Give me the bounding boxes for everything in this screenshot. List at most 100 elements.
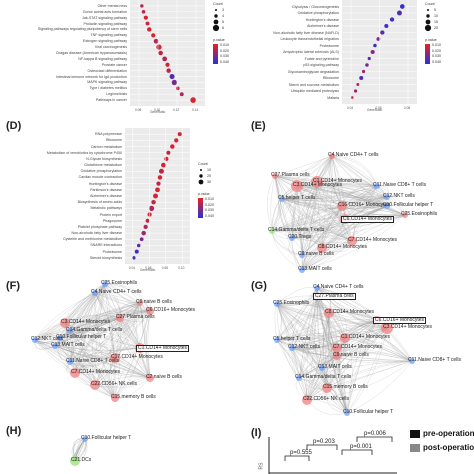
panel-b-dot <box>156 44 162 50</box>
network-edge <box>271 230 303 256</box>
network-node <box>311 176 323 188</box>
network-edge <box>276 303 300 379</box>
network-edge <box>69 317 121 333</box>
network-edge <box>59 310 151 339</box>
panel-d-dot <box>134 249 139 254</box>
panel-b-count-value: 5 <box>222 20 224 24</box>
panel-d-count-value: 10 <box>207 168 211 172</box>
network-edge <box>276 303 300 379</box>
panel-d-dot <box>170 144 175 149</box>
network-edge <box>276 303 338 349</box>
network-edge <box>321 196 388 249</box>
panel-b-term-label: Legionellosis <box>106 92 127 97</box>
panel-c-dot <box>396 10 402 16</box>
network-edge <box>281 198 303 256</box>
network-edge <box>346 319 378 414</box>
network-edge <box>59 302 141 339</box>
panel-d-term-label: Metabolic pathways <box>90 206 122 211</box>
network-node-label: C15.memory B cells <box>111 394 156 400</box>
panel-c-dot <box>380 30 385 35</box>
network-node <box>332 343 342 353</box>
network-edge <box>34 317 121 341</box>
panel-d-dot <box>157 175 163 180</box>
network-edge <box>274 175 293 239</box>
network-edge <box>331 155 378 187</box>
panel-c-padj-colorbar <box>425 44 430 64</box>
network-edge <box>301 185 378 271</box>
network-node-label: C12.NKT cells <box>31 336 63 342</box>
network-edge <box>104 283 141 304</box>
network-edge <box>64 310 151 324</box>
network-edge <box>139 302 151 379</box>
network-edge <box>94 292 116 359</box>
network-edge <box>306 312 330 401</box>
network-node-label: C8.CD14+ Monocytes <box>325 309 375 315</box>
network-node-label: C2.naive B cells <box>146 374 182 380</box>
network-node-label: C1.CD14+ Monocytes <box>341 334 391 340</box>
panel-c-tick-label: 0.04 <box>347 106 354 110</box>
network-node <box>146 374 154 382</box>
network-edge <box>321 155 333 249</box>
network-edge <box>267 175 276 232</box>
network-edge <box>321 327 388 369</box>
panel-d-dot <box>155 187 160 193</box>
network-edge <box>301 185 378 271</box>
panel-d-dot <box>145 218 150 223</box>
panel-b-dot <box>143 15 148 20</box>
panel-b-count-dot <box>213 19 219 25</box>
network-node <box>314 285 320 291</box>
panel-b-dot <box>175 86 180 91</box>
network-edge <box>296 179 378 187</box>
network-node <box>347 236 357 246</box>
significance-bracket <box>341 449 373 455</box>
network-edge <box>34 339 116 399</box>
panel-d-term-label: Ribosome <box>105 138 122 143</box>
panel-b-dot <box>145 21 150 26</box>
network-edge <box>64 302 141 324</box>
network-edge <box>69 330 116 399</box>
network-edge <box>281 198 346 220</box>
panel-b-tick-label: 0.10 <box>154 108 161 112</box>
network-edge <box>296 185 378 193</box>
panel-c-term-label: Starch and sucrose metabolism <box>288 82 339 87</box>
panel-b-tick-label: 0.08 <box>135 108 142 112</box>
network-edge <box>316 181 388 207</box>
network-edge <box>274 175 378 187</box>
panel-d-term-label: Steroid biosynthesis <box>89 255 122 260</box>
network-node <box>291 180 303 192</box>
network-edge <box>301 240 353 271</box>
panel-c-term-label: p53 signaling pathway <box>303 63 339 67</box>
panel-b-term-label: Estrogen signaling pathway <box>83 39 127 44</box>
network-edge <box>271 214 406 232</box>
network-node <box>319 365 325 371</box>
network-edge <box>276 312 330 341</box>
network-edge <box>69 330 141 349</box>
network-edge <box>306 327 388 401</box>
network-edge <box>301 181 318 271</box>
network-node <box>82 436 88 442</box>
network-node-label: C10.Follicular helper T <box>81 435 132 441</box>
network-node-label: C6.CD16+ Monocytes <box>373 317 427 324</box>
network-node <box>274 337 280 343</box>
panel-d-term-label: Platelet phosphate pathway <box>77 224 122 229</box>
network-edge <box>346 327 388 414</box>
network-node-label: C7.CD14+ Monocytes <box>333 344 383 350</box>
network-edge <box>94 292 151 379</box>
network-edge <box>328 312 413 362</box>
panel-d-term-label: N-Glycan biosynthesis <box>86 156 122 161</box>
panel-c-count-dot <box>427 9 429 11</box>
network-edge <box>281 183 378 200</box>
network-edge <box>69 330 141 349</box>
panel-c-count-dot <box>426 14 430 18</box>
network-node-label: C14.Gamma/delta T cells <box>268 227 325 233</box>
network-edge <box>34 339 116 399</box>
panel-c-dot <box>365 63 369 67</box>
network-edge <box>104 283 151 379</box>
network-edge <box>331 155 388 198</box>
network-node-label: C27.Plasma cells <box>271 172 310 178</box>
panel-d: (D) RNA polymerase Ribosome Carbon metabol… <box>0 118 237 278</box>
network-edge <box>276 303 348 414</box>
panel-c-dot <box>356 83 360 86</box>
panel-f-network <box>32 281 154 402</box>
panel-b-plot <box>130 0 220 106</box>
